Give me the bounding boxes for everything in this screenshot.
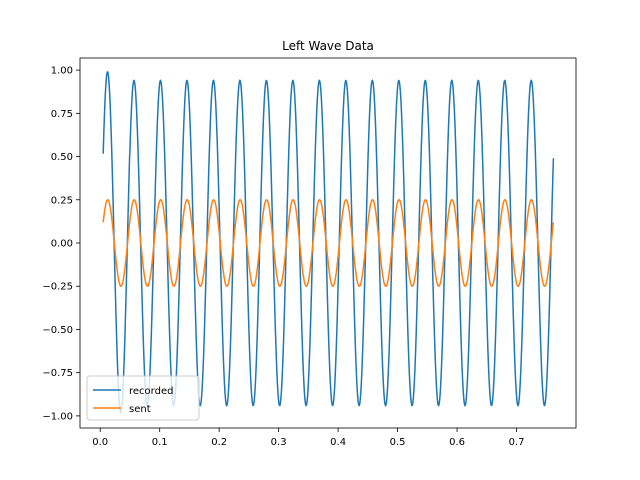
y-tick-label: 0.25 xyxy=(51,195,73,206)
y-tick-label: −0.50 xyxy=(42,325,73,336)
x-tick-label: 0.6 xyxy=(449,437,465,448)
series-line-sent xyxy=(102,198,555,288)
legend: recorded sent xyxy=(86,375,200,421)
x-tick-label: 0.0 xyxy=(92,437,108,448)
x-tick-label: 0.4 xyxy=(330,437,346,448)
y-tick-label: 0.75 xyxy=(51,109,73,120)
y-tick-label: −1.00 xyxy=(42,411,73,422)
y-tick-label: −0.75 xyxy=(42,368,73,379)
x-tick-label: 0.3 xyxy=(271,437,287,448)
x-tick-label: 0.7 xyxy=(509,437,525,448)
legend-label-sent: sent xyxy=(129,404,151,415)
series-layer xyxy=(102,70,555,414)
x-tick-label: 0.2 xyxy=(211,437,227,448)
y-tick-label: 0.50 xyxy=(51,152,73,163)
x-tick-label: 0.5 xyxy=(390,437,406,448)
x-axis: 0.0 0.1 0.2 0.3 0.4 0.5 0.6 0.7 xyxy=(92,428,524,448)
series-line-recorded xyxy=(102,70,555,414)
y-axis: −1.00 −0.75 −0.50 −0.25 0.00 0.25 0.50 0.75 1.00 xyxy=(42,66,80,422)
y-tick-label: −0.25 xyxy=(42,282,73,293)
legend-label-recorded: recorded xyxy=(129,386,173,397)
legend-box xyxy=(86,375,200,421)
chart-title: Left Wave Data xyxy=(282,39,374,53)
y-tick-label: 1.00 xyxy=(51,66,73,77)
y-tick-label: 0.00 xyxy=(51,239,73,250)
x-tick-label: 0.1 xyxy=(152,437,168,448)
